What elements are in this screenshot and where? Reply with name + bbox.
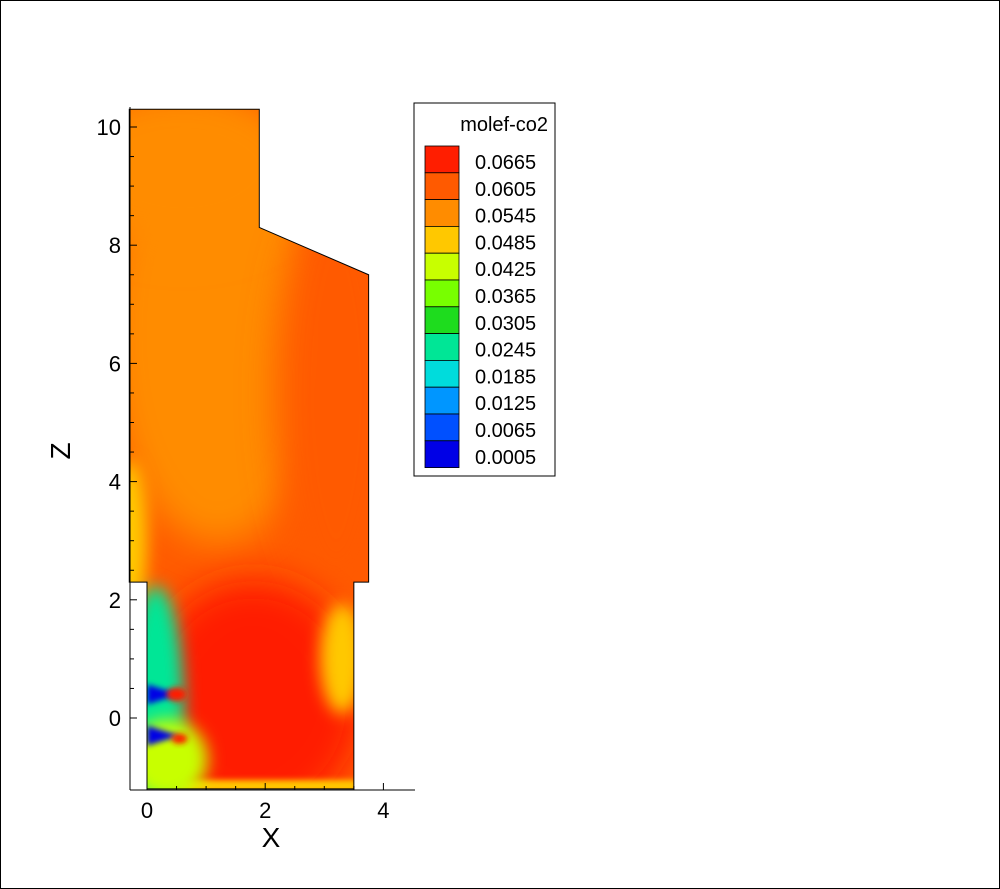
field-inlet-jet-2 <box>147 725 180 746</box>
legend-level-label: 0.0425 <box>475 259 536 281</box>
contour-field <box>129 109 369 789</box>
x-tick-label: 4 <box>377 798 389 823</box>
legend-level-label: 0.0485 <box>475 232 536 254</box>
field-inlet-hot-spot <box>166 687 187 702</box>
legend-swatch <box>424 145 460 174</box>
legend-level-label: 0.0245 <box>475 340 536 362</box>
legend-swatch <box>424 413 460 442</box>
legend-level-label: 0.0185 <box>475 366 536 388</box>
field-inlet-hot-spot-2 <box>171 733 188 744</box>
legend-title: molef-co2 <box>460 114 548 136</box>
legend-swatch <box>424 306 460 334</box>
domain-outline <box>128 108 370 790</box>
x-tick-label: 2 <box>259 798 271 823</box>
field-region-right-pocket <box>320 603 365 714</box>
legend-swatch <box>424 252 460 281</box>
legend-level-label: 0.0605 <box>475 179 536 201</box>
field-inlet-jet-1 <box>147 684 180 705</box>
field-region-bottom-band <box>176 780 357 789</box>
legend-swatch <box>424 333 460 361</box>
legend-swatch <box>424 359 460 388</box>
legend-level-label: 0.0545 <box>475 206 536 228</box>
field-region-top <box>129 109 303 249</box>
legend: molef-co2 0.0665 0.0605 0.0545 0.0485 0.0425… <box>413 102 556 477</box>
legend-swatch <box>424 199 460 227</box>
legend-level-label: 0.0065 <box>475 420 536 442</box>
field-region-left-band <box>129 460 148 621</box>
legend-swatch <box>424 172 460 201</box>
y-tick-label: 2 <box>109 588 121 613</box>
legend-swatch <box>424 225 460 254</box>
y-tick-label: 6 <box>109 351 121 376</box>
y-tick-label: 8 <box>109 233 121 258</box>
field-region-right-wall <box>276 192 369 593</box>
legend-level-label: 0.0665 <box>475 152 536 174</box>
legend-level-label: 0.0005 <box>475 447 536 469</box>
field-region-inlet-mixing <box>129 719 208 789</box>
x-axis-label: X <box>262 822 281 853</box>
legend-swatch <box>424 279 460 308</box>
y-tick-label: 0 <box>109 706 121 731</box>
y-tick-label: 10 <box>97 115 121 140</box>
y-axis-label: Z <box>45 442 76 459</box>
legend-swatch <box>424 440 460 468</box>
legend-swatch <box>424 386 460 415</box>
legend-level-label: 0.0125 <box>475 393 536 415</box>
y-tick-label: 4 <box>109 470 121 495</box>
legend-level-label: 0.0365 <box>475 286 536 308</box>
axes: 0 2 4 6 8 10 0 2 4 X Z <box>45 107 415 853</box>
x-tick-label: 0 <box>141 798 153 823</box>
legend-level-label: 0.0305 <box>475 313 536 335</box>
